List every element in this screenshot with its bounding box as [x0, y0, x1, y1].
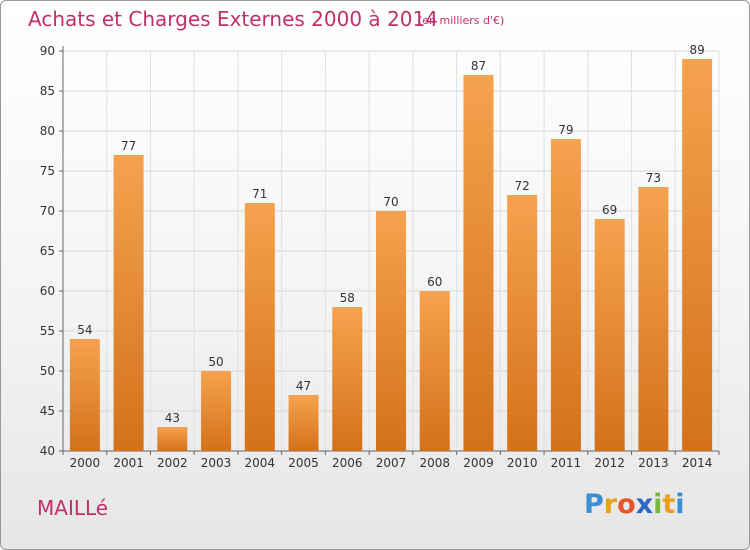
logo-letter: x	[635, 489, 654, 520]
x-tick-label-2004: 2004	[245, 456, 276, 470]
x-tick-label-2000: 2000	[70, 456, 101, 470]
y-tick-label: 85	[40, 84, 55, 98]
proxiti-logo: Proxiti	[584, 489, 685, 520]
data-label-2001: 77	[121, 139, 136, 153]
x-tick-label-2002: 2002	[157, 456, 188, 470]
x-tick-label-2014: 2014	[682, 456, 713, 470]
x-tick-label-2005: 2005	[288, 456, 319, 470]
logo-letter: P	[584, 489, 604, 520]
data-label-2003: 50	[208, 355, 223, 369]
logo-letter: t	[662, 489, 676, 520]
y-tick-label: 60	[40, 284, 55, 298]
data-label-2014: 89	[689, 43, 704, 57]
data-label-2007: 70	[383, 195, 398, 209]
y-tick-label: 50	[40, 364, 55, 378]
bar-2006	[332, 307, 363, 451]
bar-2004	[244, 203, 275, 451]
x-tick-label-2001: 2001	[113, 456, 144, 470]
bar-2010	[507, 195, 538, 451]
data-labels: 54 77 43 50 71 47 58 70 60 87 72 79 69 73 89	[77, 43, 705, 425]
y-tick-label: 45	[40, 404, 55, 418]
x-tick-label-2010: 2010	[507, 456, 538, 470]
bar-2012	[594, 219, 625, 451]
x-tick-label-2012: 2012	[594, 456, 625, 470]
logo-letter: o	[617, 489, 636, 520]
data-label-2006: 58	[340, 291, 355, 305]
x-tick-label-2013: 2013	[638, 456, 669, 470]
x-tick-label-2003: 2003	[201, 456, 232, 470]
x-tick-label-2008: 2008	[419, 456, 450, 470]
bar-2009	[463, 75, 494, 451]
data-label-2002: 43	[165, 411, 180, 425]
chart-subtitle: (en milliers d'€)	[418, 14, 505, 27]
y-tick-label: 55	[40, 324, 55, 338]
x-tick-labels: 2000 2001 2002 2003 2004 2005 2006 2007 2008 2009…	[70, 456, 713, 470]
bars	[69, 59, 713, 451]
data-label-2013: 73	[646, 171, 661, 185]
y-tick-labels: 40 45 50 55 60 65 70 75 80 85 90	[40, 44, 55, 458]
bar-2008	[419, 291, 450, 451]
logo-letter: r	[603, 489, 618, 520]
bar-2000	[69, 339, 100, 451]
bar-2005	[288, 395, 319, 451]
bar-2007	[376, 211, 406, 451]
x-tick-label-2007: 2007	[376, 456, 407, 470]
data-label-2000: 54	[77, 323, 92, 337]
logo-letter: i	[653, 489, 663, 520]
bar-2003	[201, 371, 232, 451]
chart-title: Achats et Charges Externes 2000 à 2014	[28, 7, 438, 31]
bar-2013	[638, 187, 669, 451]
data-label-2005: 47	[296, 379, 311, 393]
bar-2014	[682, 59, 713, 451]
commune-name: MAILLé	[37, 496, 109, 520]
data-label-2008: 60	[427, 275, 442, 289]
data-label-2010: 72	[515, 179, 530, 193]
y-tick-label: 90	[40, 44, 55, 58]
y-tick-label: 80	[40, 124, 55, 138]
data-label-2011: 79	[558, 123, 573, 137]
y-tick-label: 75	[40, 164, 55, 178]
y-tick-label: 70	[40, 204, 55, 218]
data-label-2012: 69	[602, 203, 617, 217]
bar-2001	[113, 155, 144, 451]
y-tick-label: 65	[40, 244, 55, 258]
bar-2002	[157, 427, 188, 451]
x-tick-label-2006: 2006	[332, 456, 363, 470]
bar-2011	[550, 139, 581, 451]
data-label-2004: 71	[252, 187, 267, 201]
x-tick-label-2011: 2011	[551, 456, 582, 470]
logo-letter: i	[675, 489, 685, 520]
y-tick-label: 40	[40, 444, 55, 458]
x-tick-label-2009: 2009	[463, 456, 494, 470]
data-label-2009: 87	[471, 59, 486, 73]
